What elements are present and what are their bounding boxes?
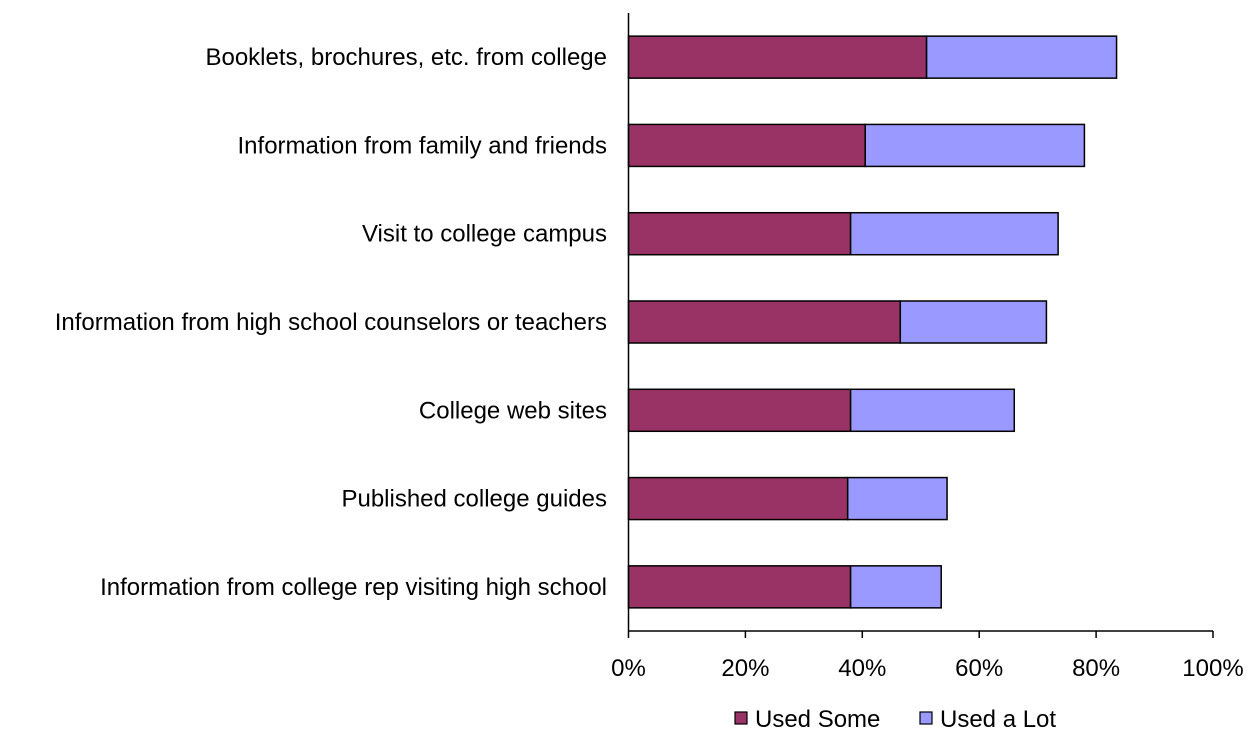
x-tick-label: 80% xyxy=(1072,655,1120,682)
x-tick-label: 100% xyxy=(1182,655,1243,682)
x-tick-label: 60% xyxy=(955,655,1003,682)
bar-used-some-5 xyxy=(627,476,849,521)
bar-used-a-lot-6 xyxy=(849,565,942,609)
bar-used-some-1 xyxy=(627,123,866,168)
bar-used-some-3 xyxy=(627,300,902,344)
x-tick-label: 0% xyxy=(611,655,646,682)
category-label: College web sites xyxy=(419,397,607,424)
bar-used-some-0 xyxy=(627,35,928,79)
category-label: Information from high school counselors … xyxy=(55,309,607,336)
bar-used-a-lot-3 xyxy=(899,300,1048,344)
bar-used-a-lot-0 xyxy=(925,35,1118,79)
category-label: Information from college rep visiting hi… xyxy=(100,574,607,601)
bar-used-some-2 xyxy=(627,211,852,256)
legend-label-used-a-lot: Used a Lot xyxy=(940,706,1056,733)
bar-used-a-lot-4 xyxy=(849,388,1016,433)
bars-group xyxy=(627,35,1118,609)
category-labels: Booklets, brochures, etc. from college In… xyxy=(55,44,607,601)
bar-used-some-4 xyxy=(627,388,852,433)
category-label: Information from family and friends xyxy=(238,132,607,159)
bar-used-a-lot-1 xyxy=(864,123,1086,168)
legend: Used Some Used a Lot xyxy=(734,706,1056,733)
x-axis-ticks: 0% 20% 40% 60% 80% 100% xyxy=(611,631,1244,682)
legend-label-used-some: Used Some xyxy=(755,706,880,733)
bar-used-some-6 xyxy=(627,565,852,609)
axes xyxy=(627,13,1213,632)
bar-used-a-lot-5 xyxy=(846,476,948,521)
category-label: Published college guides xyxy=(341,486,607,513)
x-tick-label: 20% xyxy=(721,655,769,682)
category-label: Booklets, brochures, etc. from college xyxy=(205,44,607,71)
category-label: Visit to college campus xyxy=(362,221,607,248)
legend-swatch-used-some xyxy=(734,711,748,725)
x-tick-label: 40% xyxy=(838,655,886,682)
legend-swatch-used-a-lot xyxy=(919,711,933,725)
bar-used-a-lot-2 xyxy=(849,211,1059,256)
